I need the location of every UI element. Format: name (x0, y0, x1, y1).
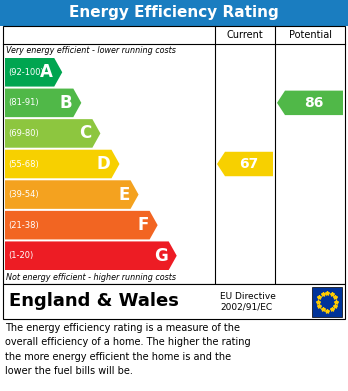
Text: 86: 86 (304, 96, 324, 110)
Polygon shape (5, 89, 81, 117)
Text: G: G (154, 247, 168, 265)
Text: England & Wales: England & Wales (9, 292, 179, 310)
Polygon shape (5, 211, 158, 239)
Text: 67: 67 (239, 157, 259, 171)
Bar (3, 284, 345, 319)
Text: B: B (60, 94, 72, 112)
Text: Energy Efficiency Rating: Energy Efficiency Rating (69, 5, 279, 20)
Polygon shape (277, 91, 343, 115)
Text: Very energy efficient - lower running costs: Very energy efficient - lower running co… (6, 46, 176, 55)
Text: EU Directive: EU Directive (220, 292, 276, 301)
Text: A: A (40, 63, 53, 81)
Text: (55-68): (55-68) (8, 160, 39, 169)
Text: (1-20): (1-20) (8, 251, 33, 260)
Text: D: D (97, 155, 110, 173)
Bar (0, 0, 348, 26)
Bar (312, 287, 342, 316)
Text: (92-100): (92-100) (8, 68, 44, 77)
Text: (39-54): (39-54) (8, 190, 39, 199)
Text: Potential: Potential (288, 30, 332, 40)
Polygon shape (5, 58, 62, 86)
Text: (81-91): (81-91) (8, 99, 39, 108)
Text: F: F (137, 216, 149, 234)
Polygon shape (5, 119, 101, 148)
Text: (21-38): (21-38) (8, 221, 39, 230)
Text: E: E (118, 186, 129, 204)
Text: Not energy efficient - higher running costs: Not energy efficient - higher running co… (6, 273, 176, 282)
Polygon shape (5, 150, 119, 178)
Bar (3, 26, 345, 284)
Polygon shape (217, 152, 273, 176)
Text: 2002/91/EC: 2002/91/EC (220, 302, 272, 311)
Text: The energy efficiency rating is a measure of the
overall efficiency of a home. T: The energy efficiency rating is a measur… (5, 323, 251, 376)
Text: (69-80): (69-80) (8, 129, 39, 138)
Text: Current: Current (227, 30, 263, 40)
Polygon shape (5, 180, 139, 209)
Text: C: C (79, 124, 92, 142)
Polygon shape (5, 241, 177, 270)
